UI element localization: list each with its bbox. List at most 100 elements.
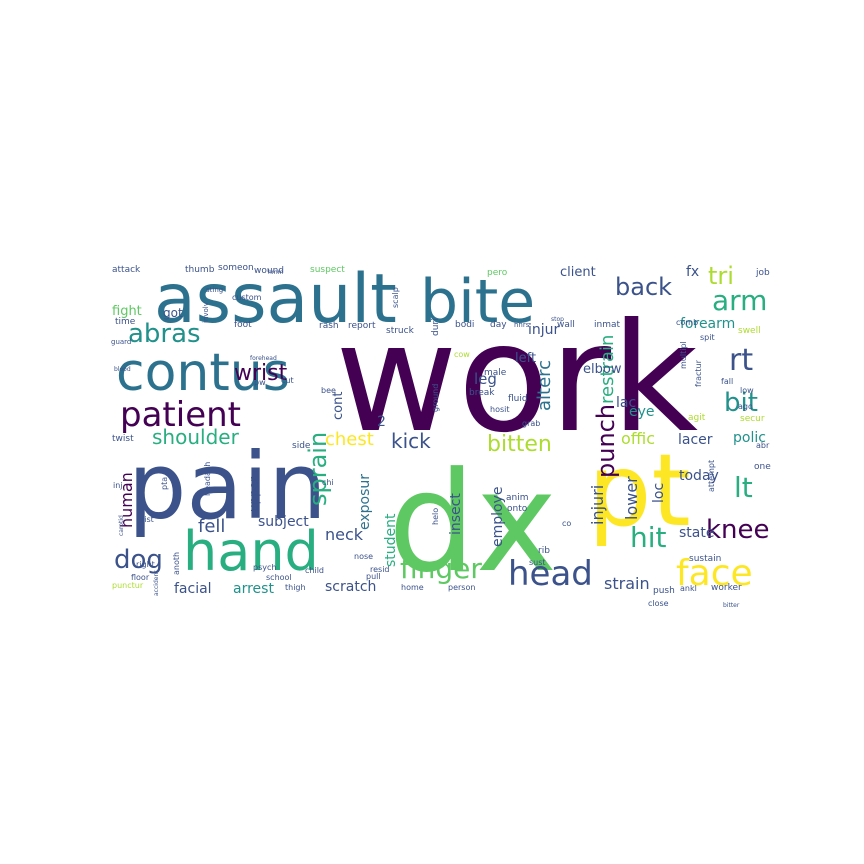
- word-chest: chest: [325, 429, 374, 450]
- word-inj: inj: [113, 481, 123, 490]
- word-abras: abras: [128, 319, 201, 349]
- word-dx: dx: [388, 442, 557, 603]
- word-secur: secur: [740, 414, 765, 424]
- word-cont: cont: [331, 392, 346, 420]
- word-restrain: restrain: [597, 335, 618, 404]
- word-attempt: attempt: [707, 460, 716, 492]
- word-rib: rib: [538, 546, 550, 556]
- word-bodi: bodi: [455, 320, 474, 330]
- word-elbow: elbow: [583, 362, 622, 377]
- word-state: state: [679, 525, 714, 541]
- word-fell: fell: [198, 516, 225, 537]
- word-home: home: [401, 583, 424, 592]
- word-fluid: fluid: [508, 394, 528, 404]
- word-kick: kick: [391, 429, 431, 453]
- word-thigh: thigh: [285, 583, 306, 592]
- word-multipl: multipl: [679, 341, 688, 369]
- word-tri: tri: [708, 262, 734, 290]
- word-co: co: [562, 519, 571, 528]
- word-strain: strain: [604, 574, 650, 593]
- word-scalp: scalp: [391, 287, 400, 308]
- word-work: work: [335, 292, 698, 466]
- word-spit: spit: [700, 333, 715, 342]
- word-swell: swell: [738, 326, 761, 336]
- word-sprain: sprain: [304, 432, 332, 506]
- word-nose: nose: [354, 552, 373, 561]
- word-bee: bee: [321, 386, 336, 395]
- word-head: head: [508, 554, 593, 594]
- word-wall: wall: [557, 320, 575, 330]
- word-offic: offic: [621, 429, 655, 448]
- word-rt: rt: [729, 343, 753, 378]
- word-leg: leg: [474, 370, 497, 388]
- word-forearm: forearm: [680, 316, 735, 332]
- word-finger: finger: [400, 552, 482, 585]
- word-worker: worker: [711, 583, 742, 593]
- word-knee: knee: [706, 515, 770, 545]
- word-contus: contus: [116, 343, 290, 403]
- word-hosit: hosit: [490, 405, 510, 414]
- word-cow: cow: [454, 350, 470, 359]
- word-bitten: bitten: [487, 432, 552, 457]
- word-alterc: alterc: [534, 360, 555, 411]
- word-bite: bite: [420, 267, 535, 337]
- word-rash: rash: [319, 321, 339, 331]
- word-ankl: ankl: [680, 584, 697, 593]
- word-punch: punch: [592, 404, 620, 478]
- word-upper: upper: [247, 477, 261, 512]
- word-bit: bit: [724, 388, 758, 418]
- word-ago: ago: [738, 402, 753, 411]
- word-anoth: anoth: [172, 552, 181, 575]
- word-twist: twist: [112, 434, 134, 444]
- word-abr: abr: [756, 441, 770, 450]
- word-day: day: [490, 320, 507, 330]
- word-person: person: [448, 583, 475, 592]
- word-loc: loc: [651, 483, 667, 503]
- word-struck: struck: [386, 326, 415, 336]
- word-sust: sust: [529, 558, 546, 567]
- word-lower: lower: [622, 476, 641, 520]
- word-cut: cut: [281, 376, 294, 385]
- word-thumb: thumb: [185, 265, 215, 275]
- word-job: job: [755, 268, 770, 278]
- word-student: student: [383, 513, 399, 567]
- word-lacer: lacer: [678, 432, 713, 448]
- word-polic: polic: [733, 430, 766, 446]
- word-today: today: [679, 468, 719, 484]
- word-scratch: scratch: [325, 579, 376, 595]
- word-list: list: [142, 515, 154, 524]
- word-one: one: [754, 462, 771, 472]
- word-suspect: suspect: [310, 265, 345, 275]
- word-arm: arm: [712, 284, 767, 317]
- word-onto: onto: [507, 504, 528, 514]
- word-arrest: arrest: [233, 581, 274, 597]
- word-injuri: injuri: [588, 485, 607, 525]
- word-bitter: bitter: [723, 602, 740, 609]
- word-involv: involv: [202, 302, 210, 323]
- word-fx: fx: [686, 264, 699, 280]
- word-ground: ground: [431, 384, 440, 412]
- word-guard: guard: [111, 338, 131, 346]
- word-wound: wound: [254, 266, 284, 276]
- word-resid: resid: [370, 565, 390, 574]
- word-custom: custom: [232, 293, 262, 302]
- word-close: close: [648, 599, 669, 608]
- word-hand: hand: [183, 520, 319, 583]
- word-assault: assault: [154, 260, 397, 339]
- word-pain: pain: [128, 433, 327, 540]
- word-injur: injur: [528, 322, 560, 338]
- word-duri: duri: [431, 318, 441, 336]
- word-subject: subject: [258, 514, 309, 530]
- word-grab: grab: [522, 419, 540, 428]
- word-dog: dog: [114, 545, 163, 575]
- word-school: school: [266, 573, 292, 582]
- word-sustain: sustain: [689, 554, 721, 564]
- word-lac: lac: [616, 395, 636, 411]
- word-headach: headach: [203, 462, 212, 496]
- word-pta: pta: [160, 477, 169, 490]
- word-exposur: exposur: [357, 474, 373, 530]
- word-pero: pero: [487, 268, 508, 278]
- word-floor: floor: [131, 573, 150, 582]
- word-break: break: [469, 388, 495, 398]
- word-inmat: inmat: [594, 320, 620, 330]
